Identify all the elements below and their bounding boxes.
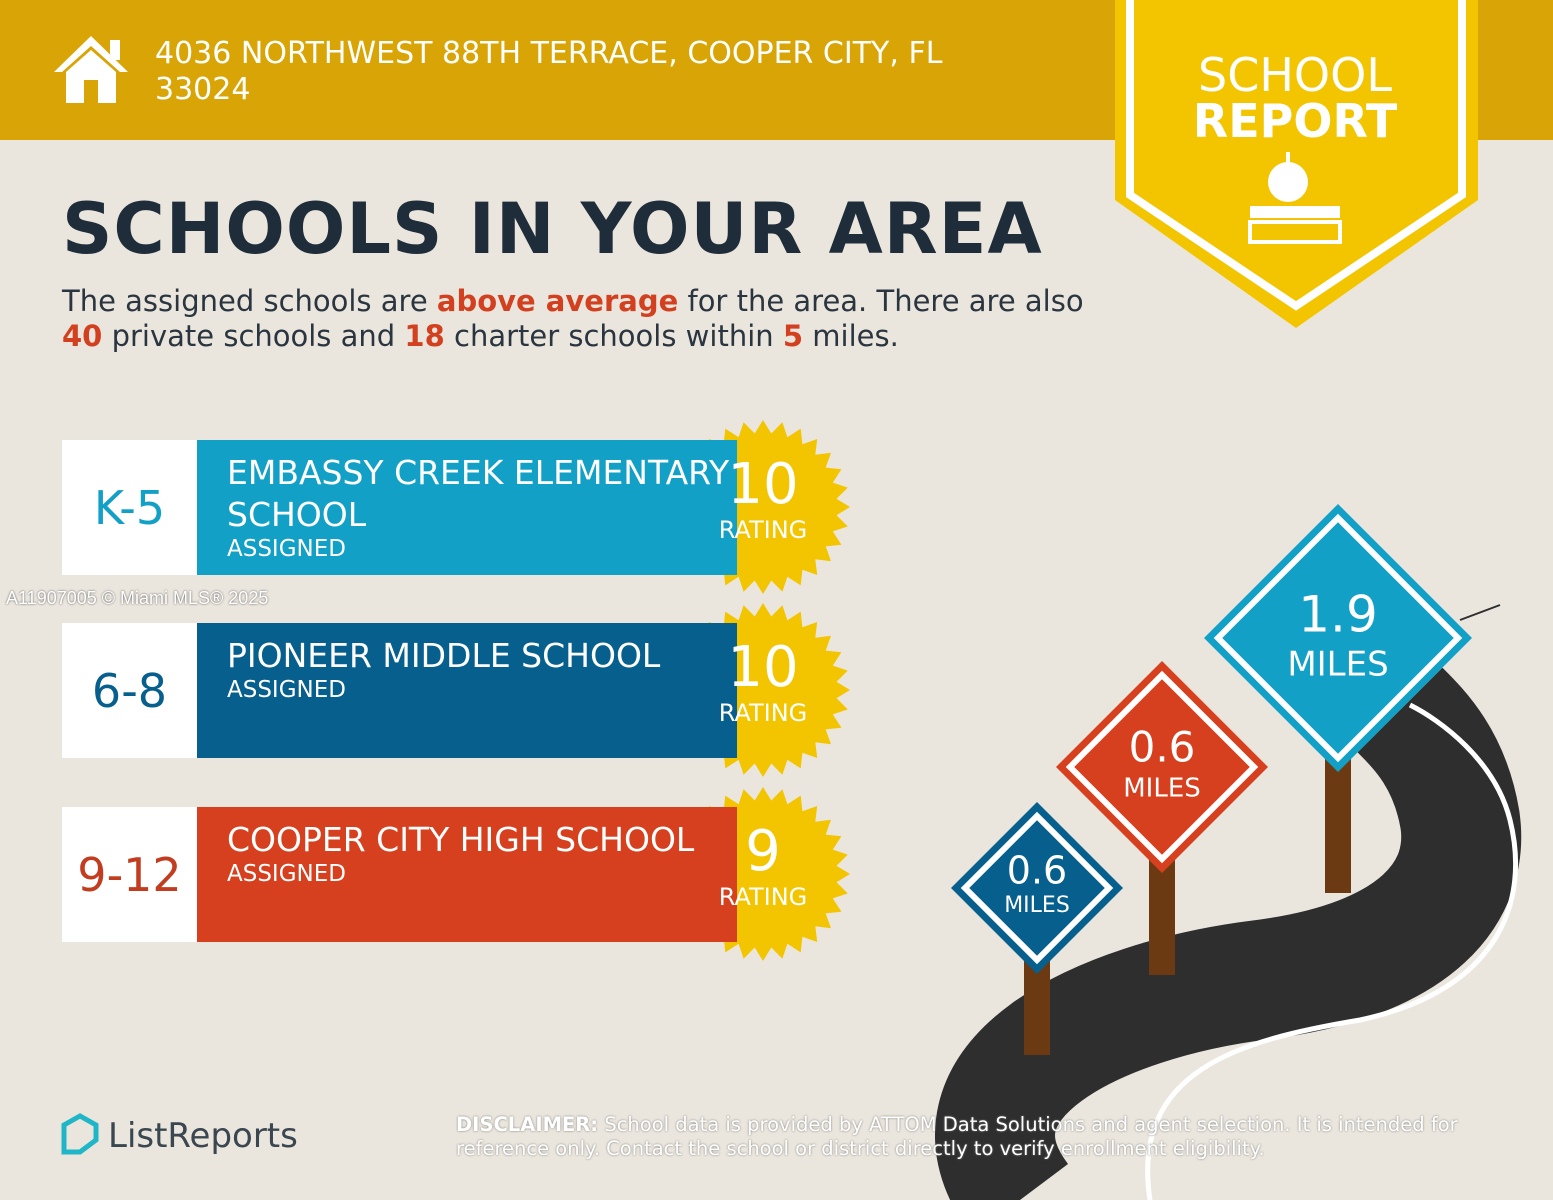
disclaimer-text: School data is provided by ATTOM Data So… xyxy=(456,1113,1458,1160)
summary-text: for the area. There are also xyxy=(678,284,1084,318)
rating-value: 9 xyxy=(745,819,781,884)
grades: K-5 xyxy=(93,480,166,535)
grades: 6-8 xyxy=(91,663,168,718)
house-icon xyxy=(54,36,128,103)
summary: The assigned schools are above average f… xyxy=(62,284,1092,354)
badge-title: REPORT xyxy=(1192,94,1398,148)
road-line xyxy=(1145,702,1519,1200)
sign xyxy=(1204,504,1472,772)
summary-highlight: 18 xyxy=(404,319,445,353)
summary-text: miles. xyxy=(803,319,899,353)
address: 4036 NORTHWEST 88TH TERRACE, COOPER CITY… xyxy=(155,36,943,107)
school-status: ASSIGNED xyxy=(227,536,346,562)
summary-text: The assigned schools are xyxy=(62,284,437,318)
rating: 9 RATING xyxy=(678,819,848,912)
school-bar: EMBASSY CREEK ELEMENTARY SCHOOL ASSIGNED xyxy=(197,440,737,575)
summary-text: charter schools within xyxy=(444,319,783,353)
grade-box: 6-8 xyxy=(62,623,197,758)
grades: 9-12 xyxy=(77,847,182,902)
school-status: ASSIGNED xyxy=(227,677,346,703)
rating: 10 RATING xyxy=(678,452,848,545)
sign-distance: 1.9 xyxy=(1298,585,1378,643)
rating-value: 10 xyxy=(727,635,799,700)
rating-label: RATING xyxy=(718,883,808,911)
school-name: PIONEER MIDDLE SCHOOL xyxy=(227,636,661,675)
summary-highlight: 40 xyxy=(62,319,103,353)
school-bar: COOPER CITY HIGH SCHOOL ASSIGNED xyxy=(197,807,737,942)
disclaimer-label: DISCLAIMER: xyxy=(456,1113,599,1136)
school-name: EMBASSY CREEK ELEMENTARY SCHOOL xyxy=(227,453,730,534)
summary-text: private schools and xyxy=(102,319,405,353)
road-end xyxy=(1459,604,1501,621)
brand: ListReports xyxy=(108,1116,298,1156)
badge-border xyxy=(1126,0,1466,311)
disclaimer: DISCLAIMER: School data is provided by A… xyxy=(456,1113,1476,1161)
sign-unit: MILES xyxy=(1287,645,1388,685)
sign xyxy=(951,802,1123,974)
grade-box: K-5 xyxy=(62,440,197,575)
summary-highlight: above average xyxy=(436,284,679,318)
listreports-logo xyxy=(61,1113,99,1155)
rating: 10 RATING xyxy=(678,635,848,728)
badge-title: SCHOOL xyxy=(1198,48,1392,102)
school-name: COOPER CITY HIGH SCHOOL xyxy=(227,820,695,859)
grade-box: 9-12 xyxy=(62,807,197,942)
watermark: A11907005 © Miami MLS® 2025 xyxy=(6,588,269,608)
sign xyxy=(1056,661,1268,873)
sign-unit: MILES xyxy=(1123,774,1201,804)
summary-highlight: 5 xyxy=(782,319,804,353)
rating-value: 10 xyxy=(727,452,799,517)
sign-border xyxy=(960,811,1114,965)
sign-unit: MILES xyxy=(1004,893,1070,918)
sign-border xyxy=(1065,670,1259,864)
heading: SCHOOLS IN YOUR AREA xyxy=(62,188,1043,270)
apple-books-icon xyxy=(1248,152,1342,244)
sign-distance: 0.6 xyxy=(1007,849,1067,893)
school-bar: PIONEER MIDDLE SCHOOL ASSIGNED xyxy=(197,623,737,758)
school-status: ASSIGNED xyxy=(227,861,346,887)
sign-border xyxy=(1213,513,1463,763)
rating-label: RATING xyxy=(718,516,808,544)
rating-label: RATING xyxy=(718,699,808,727)
sign-distance: 0.6 xyxy=(1129,723,1196,772)
road xyxy=(935,667,1522,1200)
